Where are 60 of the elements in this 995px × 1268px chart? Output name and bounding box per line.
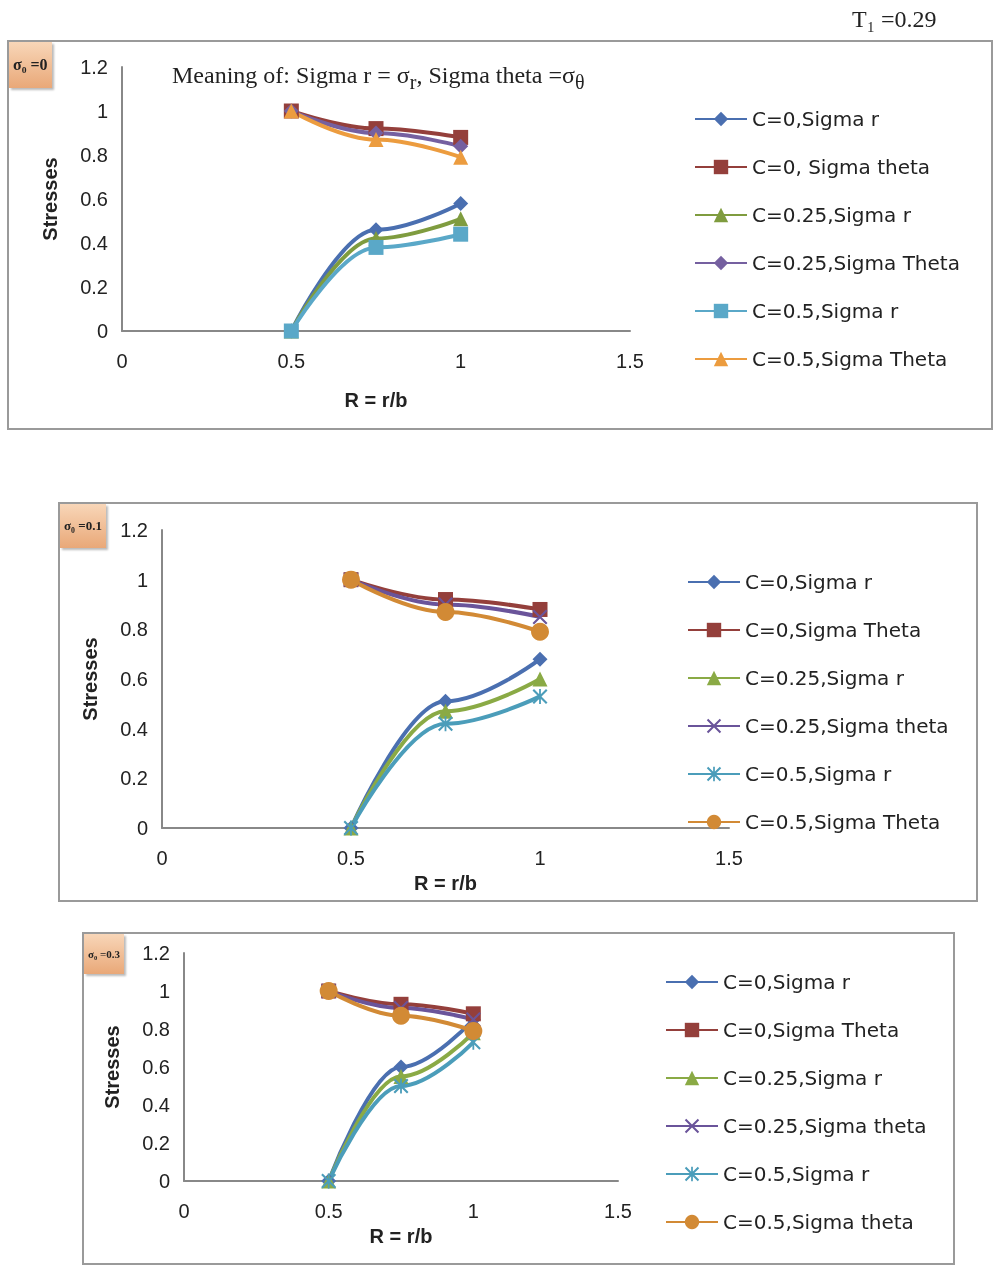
- legend-label: C=0.25,Sigma Theta: [752, 251, 960, 275]
- y-tick-label: 0.2: [80, 276, 108, 298]
- y-tick-label: 0.2: [120, 767, 148, 790]
- y-tick-label: 0.2: [142, 1132, 170, 1154]
- x-tick-label: 0.5: [277, 350, 306, 372]
- x-tick-label: 1.5: [715, 847, 743, 869]
- x-axis-title: R = r/b: [369, 1224, 433, 1247]
- legend-label: C=0, Sigma theta: [752, 155, 931, 179]
- x-tick-label: 0.5: [337, 847, 365, 869]
- y-tick-label: 0.4: [142, 1094, 170, 1116]
- y-tick-label: 1: [96, 100, 108, 122]
- annotation: Meaning of: Sigma r = σ$_{r}$, Sigma theta =σ$_{θ}$: [172, 62, 585, 94]
- y-tick-label: 0: [136, 817, 148, 839]
- legend-label: C=0.25,Sigma r: [752, 203, 912, 227]
- y-tick-label: 0: [96, 320, 108, 342]
- legend-label: C=0.25,Sigma theta: [723, 1114, 927, 1138]
- y-tick-label: 1.2: [80, 56, 108, 78]
- y-axis-title: Stresses: [79, 637, 101, 721]
- legend-label: C=0.25,Sigma r: [723, 1066, 883, 1090]
- text: σ₀ =0.3: [84, 934, 125, 974]
- text: T₁ =0.29: [852, 6, 937, 33]
- x-tick-label: 1.5: [616, 350, 644, 372]
- x-axis-title: R = r/b: [414, 871, 477, 894]
- legend-label: C=0,Sigma r: [723, 970, 851, 994]
- y-tick-label: 0.4: [80, 232, 108, 254]
- legend-label: C=0,Sigma Theta: [723, 1018, 900, 1042]
- legend-label: C=0,Sigma Theta: [745, 618, 922, 642]
- y-tick-label: 0.6: [142, 1056, 170, 1078]
- y-tick-label: 0.4: [120, 717, 148, 740]
- legend-label: C=0.5,Sigma theta: [723, 1210, 914, 1234]
- legend-label: C=0.5,Sigma Theta: [745, 810, 941, 834]
- y-tick-label: 1: [136, 568, 148, 591]
- y-tick-label: 1.2: [120, 519, 148, 541]
- x-tick-label: 1.5: [604, 1200, 632, 1222]
- y-axis-title: Stresses: [101, 1025, 123, 1109]
- y-tick-label: 0.8: [142, 1018, 170, 1040]
- y-tick-label: 1: [158, 980, 170, 1002]
- x-tick-label: 1: [467, 1200, 479, 1222]
- legend-label: C=0.5,Sigma r: [723, 1162, 870, 1186]
- y-tick-label: 0.8: [80, 144, 108, 166]
- legend-label: C=0.25,Sigma theta: [745, 714, 949, 738]
- x-tick-label: 0.5: [314, 1200, 343, 1222]
- x-tick-label: 1: [455, 350, 467, 372]
- y-tick-label: 0.8: [120, 618, 148, 641]
- x-tick-label: 1: [534, 847, 546, 869]
- legend-label: C=0,Sigma r: [752, 107, 880, 131]
- y-tick-label: 0.6: [80, 188, 108, 210]
- y-axis-title: Stresses: [39, 157, 61, 241]
- legend-label: C=0.5,Sigma r: [752, 299, 899, 323]
- legend-label: C=0.5,Sigma Theta: [752, 347, 948, 371]
- x-axis-title: R = r/b: [344, 389, 408, 411]
- x-tick-label: 0: [178, 1200, 190, 1222]
- y-tick-label: 0.6: [120, 668, 148, 690]
- y-tick-label: 0: [158, 1170, 170, 1192]
- legend-label: C=0,Sigma r: [745, 570, 873, 594]
- legend-label: C=0.25,Sigma r: [745, 666, 905, 690]
- text: σ₀ =0.1: [60, 504, 106, 548]
- y-tick-label: 1.2: [142, 942, 170, 964]
- text: σ₀ =0: [9, 42, 52, 88]
- legend-label: C=0.5,Sigma r: [745, 762, 892, 786]
